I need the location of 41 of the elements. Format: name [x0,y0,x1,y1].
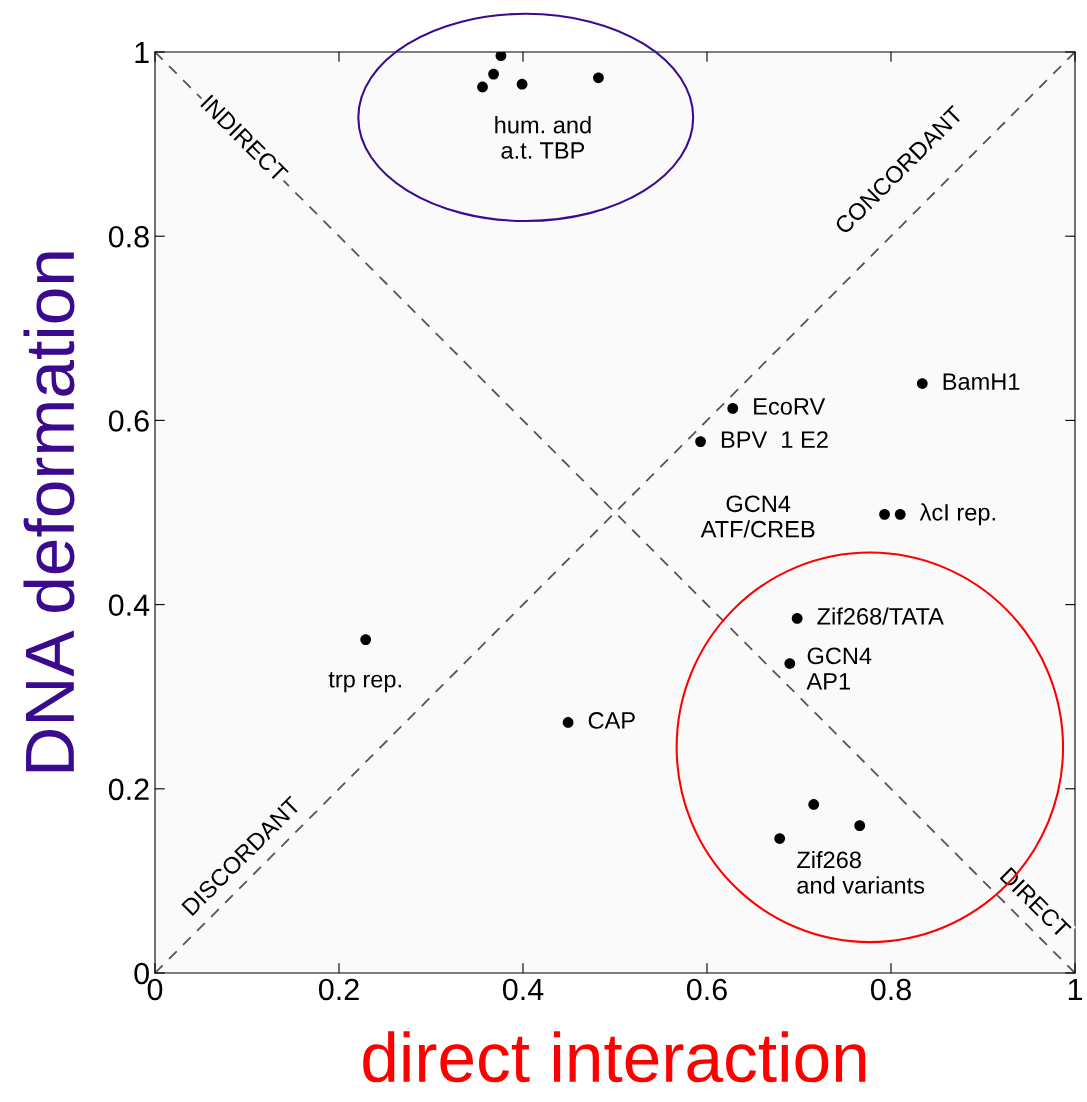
point [516,78,528,90]
point [808,799,820,810]
annotation: Zif268 and variants [797,850,925,894]
x-tick-label: 0.6 [686,978,727,1001]
point [854,820,866,832]
annotation: hum. and a.t. TBP [495,116,591,159]
y-tick-label: 1 [135,42,149,64]
y-tick-label: 0 [134,962,149,985]
annotation: CAP [588,712,635,729]
x-tick-label: 0.2 [318,978,359,1001]
x-tick-label: 0.8 [870,978,911,1001]
annotation: GCN4 AP1 [806,647,872,690]
x-tick-label: 0.4 [502,978,544,1001]
annotation: trp rep. [328,672,401,693]
y-tick-label: 0.8 [108,225,149,248]
annotation: GCN4 ATF/CREB [700,495,815,538]
point [774,833,786,844]
annotation: BamH1 [943,373,1020,390]
point [894,508,906,520]
y-tick-label: 0.6 [108,410,149,432]
x-tick-label: 1 [1068,978,1083,1000]
point [488,68,499,80]
y-axis-title: DNA deformation [23,252,75,772]
y-tick-label: 0.4 [108,594,150,616]
point [495,52,507,62]
annotation: Zif268/TATA [817,607,944,625]
point [477,81,488,93]
point [727,403,739,414]
point [784,658,796,669]
annotation: BPV 1 E2 [721,431,828,448]
annotation: EcoRV [754,398,826,415]
point [695,436,706,447]
y-tick-label: 0.2 [108,778,149,801]
point [360,634,372,645]
point [562,717,574,728]
point [916,378,928,389]
point [593,72,604,84]
point [791,613,803,624]
point [879,508,890,520]
annotation: λcI rep. [919,503,995,526]
x-axis-title: direct interaction [363,1031,866,1083]
